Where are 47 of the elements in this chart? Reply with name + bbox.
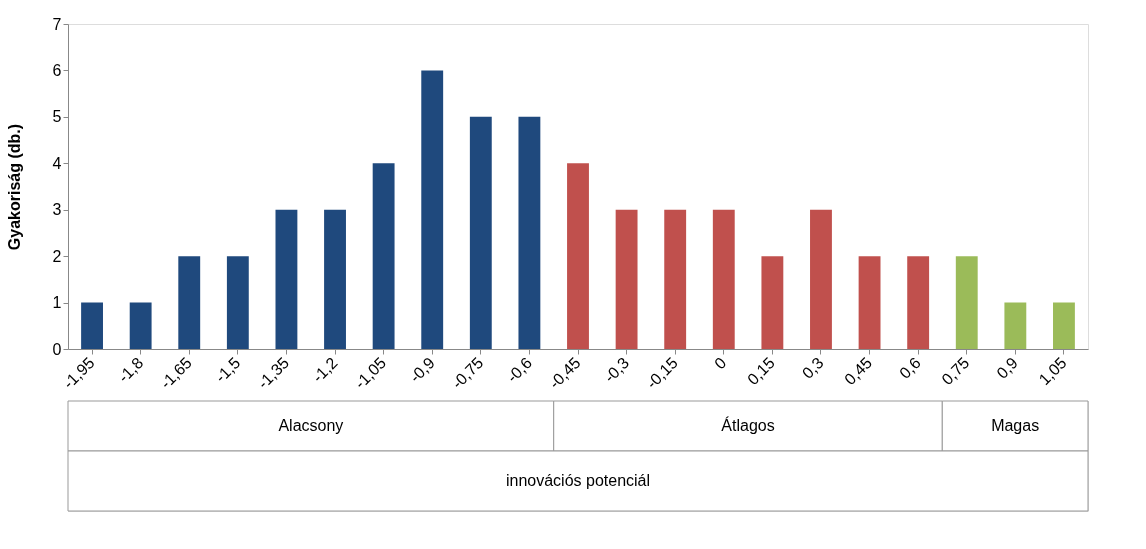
bar — [1053, 302, 1075, 349]
y-tick-label: 0 — [52, 340, 62, 358]
bar — [664, 209, 687, 349]
bar — [567, 163, 589, 349]
bar — [226, 256, 249, 349]
text: Magas — [991, 417, 1040, 434]
x-tick-label: -0,9 — [406, 354, 438, 386]
y-tick-label: 2 — [52, 247, 62, 265]
x-tick-label: 0 — [711, 354, 730, 373]
bar — [81, 302, 103, 349]
x-tick-label: -0,3 — [600, 354, 633, 386]
bar — [761, 256, 784, 349]
bar — [712, 209, 735, 349]
bar — [810, 209, 832, 349]
x-tick-label: -1,8 — [114, 354, 147, 386]
text: innovációs potenciál — [505, 472, 651, 489]
bar — [178, 256, 201, 349]
x-tick-label: 0,15 — [743, 354, 779, 389]
bar — [907, 256, 930, 349]
bar — [129, 302, 152, 349]
y-axis-title: Gyakoriság (db.) — [5, 123, 23, 251]
bar — [1004, 302, 1027, 349]
bar — [615, 209, 638, 349]
bar — [955, 256, 978, 349]
y-tick-label: 6 — [52, 61, 62, 79]
y-tick-label: 7 — [52, 15, 62, 33]
x-tick-label: -1,2 — [309, 354, 341, 386]
x-tick-label: 0,9 — [993, 354, 1022, 382]
x-tick-label: -1,5 — [211, 354, 244, 386]
y-tick-label: 1 — [52, 294, 62, 312]
bar — [469, 116, 492, 349]
x-tick-label: 0,45 — [841, 354, 876, 389]
y-tick-label: 3 — [52, 201, 62, 219]
text: Átlagos — [721, 416, 775, 434]
bar — [518, 116, 541, 349]
y-tick-label: 4 — [52, 154, 62, 172]
x-tick-label: 0,75 — [938, 354, 973, 389]
bar — [421, 70, 444, 349]
bar — [858, 256, 881, 349]
bar — [324, 209, 346, 349]
text: Alacsony — [278, 417, 344, 434]
y-tick-label: 5 — [52, 108, 62, 126]
x-tick-label: 0,3 — [798, 354, 827, 382]
x-tick-label: 0,6 — [896, 354, 924, 382]
bar — [275, 209, 298, 349]
x-tick-label: -0,6 — [503, 354, 536, 386]
bar — [372, 163, 395, 349]
